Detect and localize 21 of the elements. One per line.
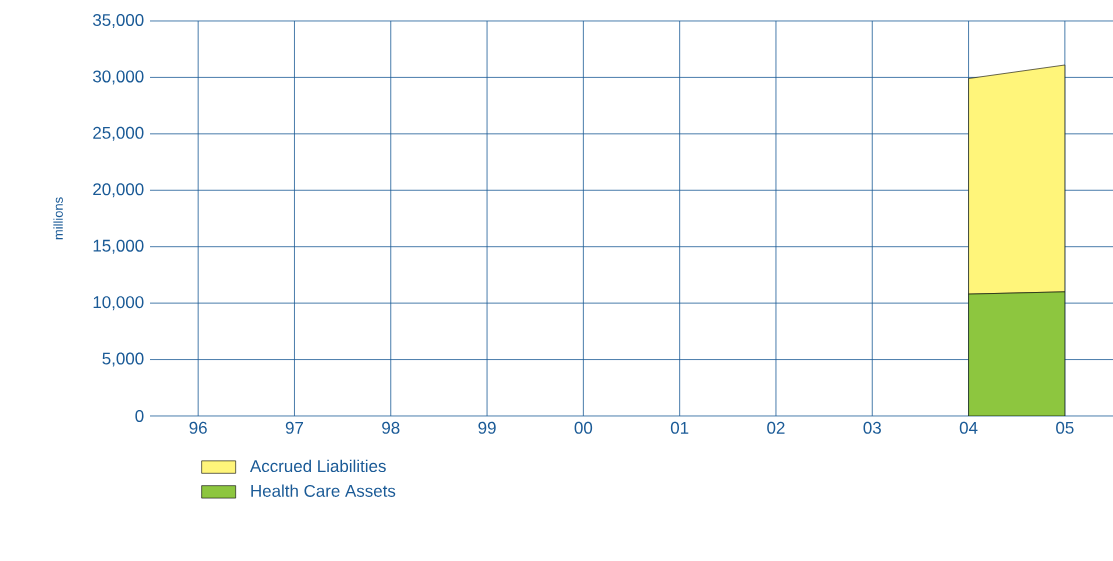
x-tick-label: 05 — [1056, 421, 1074, 434]
x-tick-label: 04 — [959, 421, 978, 434]
y-tick-label: 10,000 — [93, 296, 144, 311]
x-tick-label: 97 — [285, 421, 304, 434]
legend-label: Health Care Assets — [251, 484, 396, 497]
x-tick-label: 99 — [478, 421, 496, 434]
y-tick-label: 5,000 — [102, 352, 144, 367]
y-tick-label: 15,000 — [93, 239, 144, 254]
y-tick-label: 25,000 — [93, 126, 144, 141]
x-tick-label: 02 — [767, 421, 785, 434]
y-tick-label: 20,000 — [93, 183, 144, 198]
y-tick-label: 30,000 — [93, 70, 144, 85]
y-tick-label: 35,000 — [93, 13, 144, 28]
legend-label: Accrued Liabilities — [250, 459, 386, 473]
x-tick-label: 01 — [670, 421, 689, 434]
x-tick-label: 98 — [382, 421, 400, 434]
y-axis-title: millions — [53, 197, 63, 240]
x-tick-label: 00 — [574, 421, 593, 434]
x-tick-label: 96 — [189, 421, 207, 434]
y-tick-label: 0 — [135, 409, 144, 422]
x-tick-label: 03 — [863, 421, 881, 434]
